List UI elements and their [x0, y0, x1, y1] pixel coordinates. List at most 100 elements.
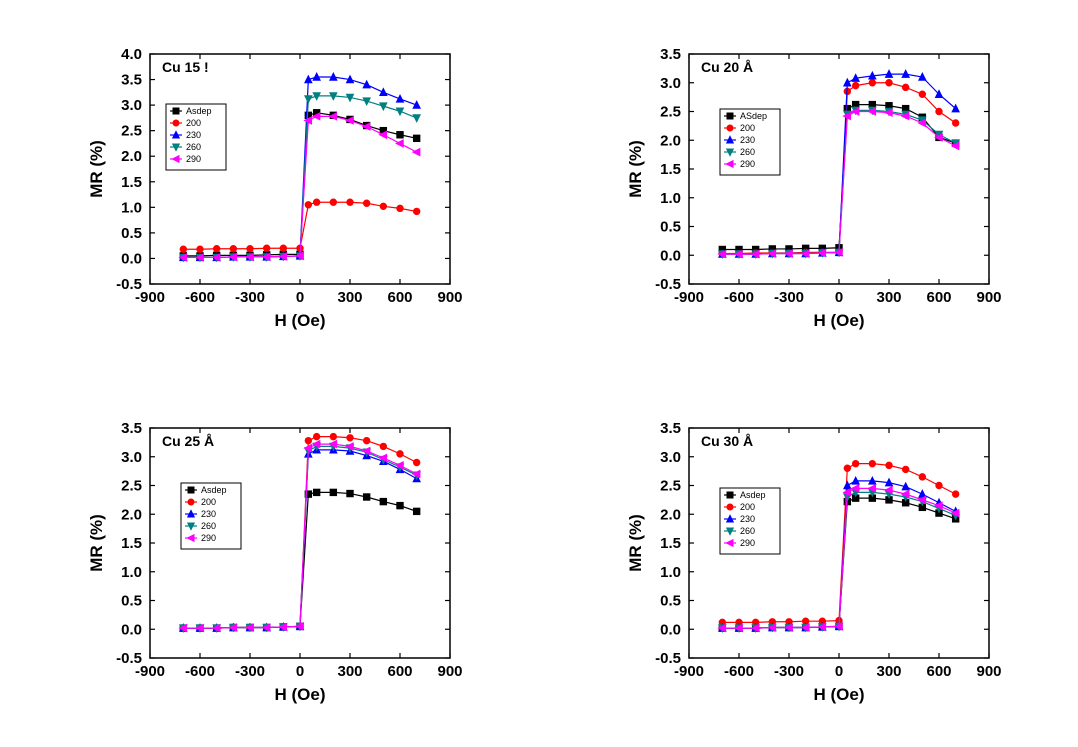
y-tick-label: -0.5: [116, 650, 142, 667]
x-axis-label: H (Oe): [274, 685, 325, 704]
chart-panel: -900-600-3000300600900-0.50.00.51.01.52.…: [539, 0, 1078, 374]
series-line: [183, 436, 416, 627]
series-line: [183, 446, 416, 628]
x-axis-label: H (Oe): [813, 685, 864, 704]
legend-label: 260: [740, 147, 755, 157]
y-tick-label: 2.5: [121, 123, 142, 140]
series-line: [722, 492, 955, 628]
x-tick-label: 300: [876, 289, 901, 306]
y-tick-label: 2.5: [660, 477, 681, 494]
legend-label: 200: [740, 123, 755, 133]
x-tick-label: -300: [773, 289, 803, 306]
chart-panel: -900-600-3000300600900-0.50.00.51.01.52.…: [0, 374, 539, 747]
x-tick-label: 900: [976, 289, 1001, 306]
x-axis-label: H (Oe): [813, 311, 864, 330]
y-tick-label: 1.5: [660, 161, 681, 178]
chart-title: Cu 25 Å: [162, 433, 214, 449]
chart-svg-1: -900-600-3000300600900-0.50.00.51.01.52.…: [609, 34, 1009, 339]
x-tick-label: -300: [773, 663, 803, 680]
series-line: [183, 96, 416, 258]
y-tick-label: 1.0: [121, 564, 142, 581]
x-tick-label: 0: [295, 663, 303, 680]
y-tick-label: 0.5: [660, 592, 681, 609]
y-axis-label: MR (%): [626, 140, 645, 198]
legend-label: 200: [740, 502, 755, 512]
series-line: [183, 117, 416, 258]
x-tick-label: -600: [184, 663, 214, 680]
x-tick-label: 0: [295, 289, 303, 306]
series-line: [722, 463, 955, 622]
y-tick-label: 1.5: [660, 535, 681, 552]
y-tick-label: 3.0: [121, 97, 142, 114]
legend-label: 200: [201, 497, 216, 507]
chart-grid: -900-600-3000300600900-0.50.00.51.01.52.…: [0, 0, 1078, 747]
x-tick-label: -300: [234, 289, 264, 306]
legend-label: 290: [740, 159, 755, 169]
y-tick-label: 3.5: [660, 420, 681, 437]
chart-title: Cu 30 Å: [701, 433, 753, 449]
series-line: [183, 492, 416, 628]
legend-label: 200: [186, 118, 201, 128]
series-line: [722, 74, 955, 254]
y-tick-label: 3.5: [121, 72, 142, 89]
legend-label: 290: [740, 538, 755, 548]
chart-title: Cu 15 !: [162, 59, 209, 75]
x-tick-label: 300: [337, 663, 362, 680]
x-tick-label: 900: [437, 289, 462, 306]
legend-label: 290: [186, 154, 201, 164]
legend-label: ASdep: [740, 111, 767, 121]
y-tick-label: -0.5: [116, 276, 142, 293]
y-tick-label: 1.0: [660, 190, 681, 207]
x-tick-label: -600: [723, 289, 753, 306]
x-tick-label: 300: [876, 663, 901, 680]
y-tick-label: 3.5: [660, 46, 681, 63]
series-line: [722, 83, 955, 254]
y-tick-label: 2.0: [121, 506, 142, 523]
x-tick-label: -300: [234, 663, 264, 680]
series-line: [183, 444, 416, 628]
y-tick-label: 3.5: [121, 420, 142, 437]
chart-panel: -900-600-3000300600900-0.50.00.51.01.52.…: [0, 0, 539, 374]
y-axis-label: MR (%): [87, 514, 106, 572]
chart-svg-2: -900-600-3000300600900-0.50.00.51.01.52.…: [70, 408, 470, 713]
y-tick-label: 0.5: [121, 225, 142, 242]
series-line: [722, 498, 955, 628]
y-tick-label: 1.5: [121, 535, 142, 552]
y-tick-label: 1.0: [660, 564, 681, 581]
series-line: [722, 105, 955, 250]
y-tick-label: 0.5: [660, 219, 681, 236]
y-tick-label: 0.0: [121, 251, 142, 268]
y-tick-label: 2.5: [121, 477, 142, 494]
x-tick-label: 600: [926, 289, 951, 306]
y-tick-label: 2.0: [660, 506, 681, 523]
chart-svg-0: -900-600-3000300600900-0.50.00.51.01.52.…: [70, 34, 470, 339]
y-tick-label: 4.0: [121, 46, 142, 63]
y-tick-label: -0.5: [655, 276, 681, 293]
legend-label: 230: [201, 509, 216, 519]
x-tick-label: 600: [387, 289, 412, 306]
legend-label: 260: [201, 521, 216, 531]
y-tick-label: 1.0: [121, 200, 142, 217]
y-tick-label: 0.5: [121, 592, 142, 609]
y-tick-label: 1.5: [121, 174, 142, 191]
y-axis-label: MR (%): [626, 514, 645, 572]
y-tick-label: 0.0: [660, 248, 681, 265]
series-line: [722, 111, 955, 255]
y-tick-label: 2.5: [660, 104, 681, 121]
legend-label: 230: [740, 514, 755, 524]
legend-label: 230: [740, 135, 755, 145]
x-tick-label: 0: [834, 289, 842, 306]
x-tick-label: 300: [337, 289, 362, 306]
x-axis-label: H (Oe): [274, 311, 325, 330]
legend-label: Asdep: [201, 485, 227, 495]
legend-label: 290: [201, 533, 216, 543]
x-tick-label: 600: [926, 663, 951, 680]
x-tick-label: 900: [437, 663, 462, 680]
legend-label: Asdep: [186, 106, 212, 116]
series-line: [722, 112, 955, 255]
chart-svg-3: -900-600-3000300600900-0.50.00.51.01.52.…: [609, 408, 1009, 713]
y-axis-label: MR (%): [87, 140, 106, 198]
y-tick-label: 3.0: [660, 449, 681, 466]
x-tick-label: -600: [184, 289, 214, 306]
y-tick-label: -0.5: [655, 650, 681, 667]
